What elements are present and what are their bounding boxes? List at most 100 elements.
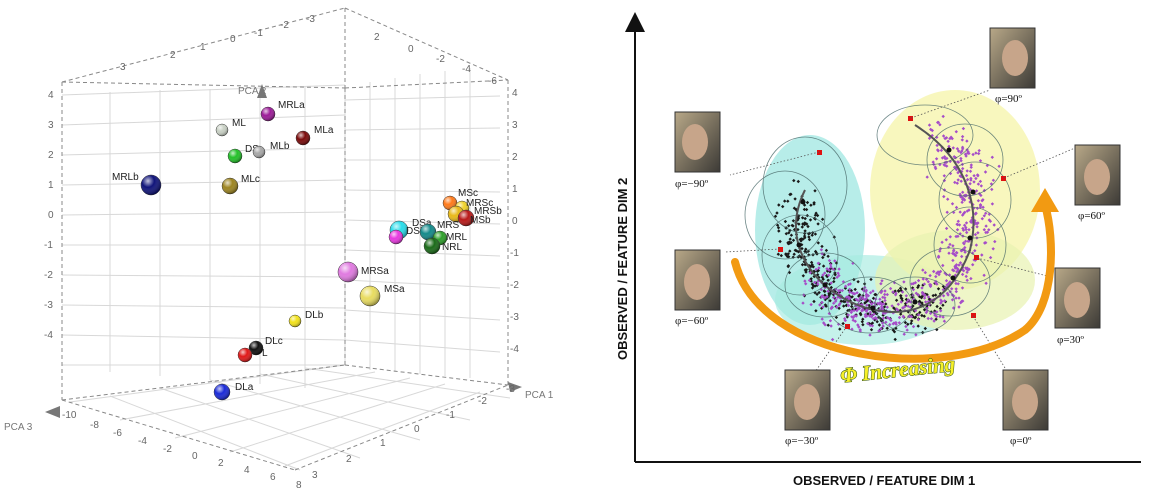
black-point	[873, 292, 877, 297]
tick-bottom-right: -1	[446, 410, 455, 421]
tick-top-right: -6	[488, 76, 497, 87]
purple-point	[983, 170, 988, 174]
tick-top-right: -2	[436, 54, 445, 65]
black-point	[775, 211, 779, 215]
black-point	[843, 286, 848, 290]
black-point	[917, 299, 922, 303]
black-point	[903, 320, 908, 325]
ellipse	[784, 252, 866, 318]
increasing-label: Φ Increasing	[839, 352, 956, 388]
purple-point	[829, 265, 833, 269]
purple-point	[883, 289, 887, 293]
sphere-shine	[214, 384, 230, 400]
purple-point	[863, 314, 868, 319]
purple-point	[869, 302, 874, 306]
purple-point	[932, 269, 936, 274]
purple-point	[909, 315, 914, 319]
purple-point	[965, 139, 969, 143]
tick-top-right: 2	[374, 32, 380, 43]
purple-point	[911, 324, 916, 329]
anchor-minus90	[817, 150, 822, 155]
black-point	[842, 304, 846, 308]
face-minus60: φ=−60º	[674, 249, 721, 327]
tick-bottom: -6	[113, 428, 122, 439]
tick-top: 3	[120, 62, 126, 73]
pca-bounding-box	[61, 7, 509, 471]
tick-left: 4	[48, 90, 54, 101]
leader-line	[976, 257, 1056, 279]
face-60: φ=60º	[1074, 144, 1121, 222]
point-label: DSa	[412, 218, 432, 229]
point-mrs: MRS	[419, 220, 460, 241]
purple-point	[967, 228, 971, 232]
ellipse	[938, 161, 1012, 239]
purple-point	[827, 273, 831, 277]
purple-point	[914, 291, 918, 295]
sphere-shine	[222, 178, 238, 194]
point-label: MRSa	[361, 266, 389, 277]
pca-3d-plot: PCA 1 PCA 2 PCA 3 4 3 2 1 0 -1 -2 -3 -4 …	[0, 0, 580, 495]
purple-point	[820, 300, 824, 305]
black-point	[826, 254, 830, 258]
purple-point	[967, 208, 971, 212]
purple-point	[878, 297, 882, 301]
purple-point	[894, 291, 898, 295]
black-point	[776, 226, 781, 230]
black-point	[823, 289, 827, 294]
black-point	[801, 274, 805, 278]
black-point	[812, 202, 816, 206]
purple-point	[935, 310, 939, 314]
purple-point	[825, 267, 829, 271]
purple-point	[879, 305, 884, 309]
face-icon	[1084, 159, 1110, 195]
tick-bottom: -10	[62, 410, 77, 421]
sphere-shine	[389, 230, 403, 244]
purple-point	[843, 284, 848, 288]
purple-point	[972, 180, 976, 184]
black-point	[791, 224, 795, 228]
purple-point	[971, 263, 975, 267]
sphere-shine	[238, 348, 252, 362]
black-point	[899, 296, 903, 300]
face-icon	[794, 384, 820, 420]
purple-point	[947, 251, 951, 255]
purple-point	[969, 178, 973, 182]
pca-grid	[61, 68, 511, 471]
purple-point	[868, 333, 872, 337]
tick-top-right: 0	[408, 44, 414, 55]
purple-point	[866, 321, 870, 326]
purple-point	[901, 315, 906, 319]
purple-point	[879, 282, 883, 286]
black-point	[918, 310, 922, 315]
pca-points: MRLa MLa ML DS MLb MRLb MLc MSc MRSc MRS…	[112, 100, 502, 401]
purple-point	[899, 300, 903, 304]
purple-point	[964, 227, 968, 232]
pca3-label: PCA 3	[4, 422, 33, 433]
black-point	[800, 246, 804, 251]
purple-point	[823, 271, 827, 275]
purple-point	[991, 247, 995, 251]
purple-point	[890, 304, 894, 308]
black-point	[837, 306, 841, 310]
point-l: L	[237, 347, 268, 363]
purple-point	[961, 147, 965, 151]
sphere-shine	[216, 124, 228, 136]
tick-top: 2	[170, 50, 176, 61]
purple-point	[960, 272, 965, 277]
anchor-30	[974, 255, 979, 260]
point-label: MSb	[470, 215, 491, 226]
point-label: MLb	[270, 141, 290, 152]
purple-point	[838, 288, 842, 293]
sphere-shine	[360, 286, 380, 306]
anchor-minus60	[778, 247, 783, 252]
point-ml: ML	[215, 118, 246, 137]
purple-point	[977, 148, 981, 153]
tick-left: 0	[48, 210, 54, 221]
black-point	[787, 255, 791, 259]
purple-point	[992, 223, 996, 227]
point-msa: MSa	[359, 284, 405, 307]
black-point	[794, 249, 799, 253]
purple-point	[903, 305, 907, 309]
purple-point	[956, 219, 960, 223]
manifold-curve	[794, 124, 975, 313]
